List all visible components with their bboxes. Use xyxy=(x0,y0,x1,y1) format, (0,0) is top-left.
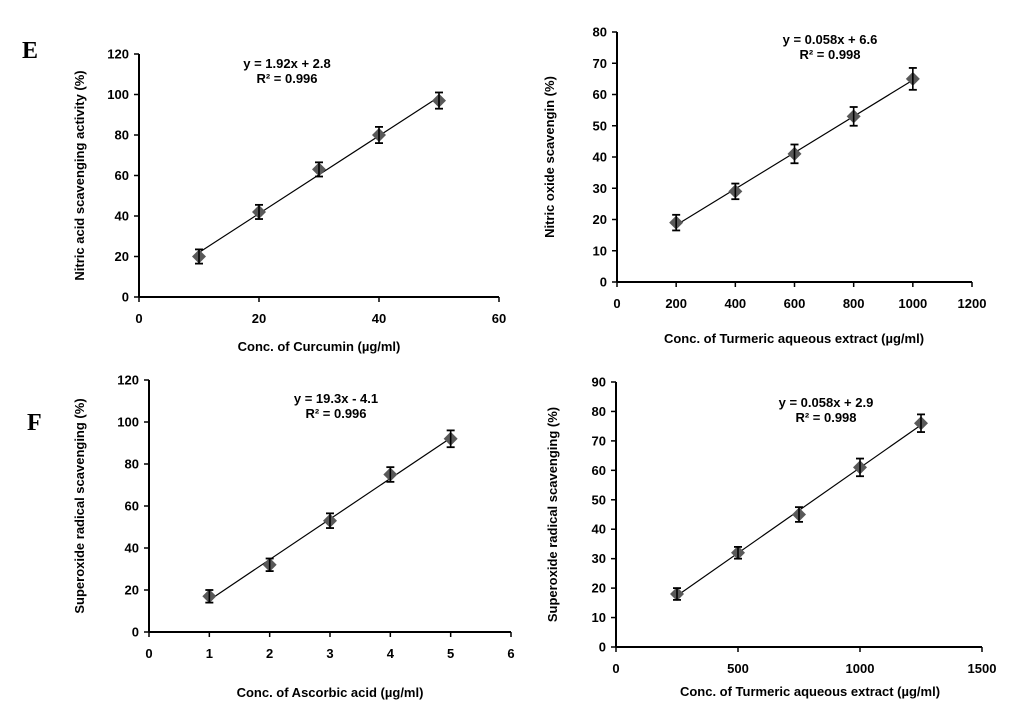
regression-equation: y = 0.058x + 6.6 xyxy=(783,32,878,47)
r-squared: R² = 0.996 xyxy=(256,71,317,86)
y-tick-label: 80 xyxy=(125,457,139,472)
y-tick-label: 80 xyxy=(592,404,606,419)
y-tick-label: 40 xyxy=(125,541,139,556)
y-tick-label: 100 xyxy=(107,87,129,102)
x-axis-label: Conc. of Curcumin (µg/ml) xyxy=(238,339,401,354)
x-tick-label: 0 xyxy=(613,296,620,311)
y-tick-label: 60 xyxy=(593,87,607,102)
x-tick-label: 20 xyxy=(252,311,266,326)
x-tick-label: 6 xyxy=(507,646,514,661)
y-tick-label: 60 xyxy=(592,463,606,478)
y-tick-label: 0 xyxy=(122,290,129,305)
y-tick-label: 10 xyxy=(592,610,606,625)
x-tick-label: 500 xyxy=(727,661,749,676)
y-tick-label: 20 xyxy=(125,583,139,598)
x-axis-label: Conc. of Ascorbic acid (µg/ml) xyxy=(237,685,424,700)
x-tick-label: 1 xyxy=(206,646,213,661)
r-squared: R² = 0.998 xyxy=(799,47,860,62)
y-tick-label: 60 xyxy=(115,168,129,183)
y-tick-label: 0 xyxy=(599,640,606,655)
r-squared: R² = 0.996 xyxy=(305,406,366,421)
y-tick-label: 0 xyxy=(132,625,139,640)
y-tick-label: 40 xyxy=(592,522,606,537)
y-tick-label: 0 xyxy=(600,275,607,290)
y-tick-label: 50 xyxy=(593,118,607,133)
x-tick-label: 200 xyxy=(665,296,687,311)
regression-equation: y = 19.3x - 4.1 xyxy=(294,391,378,406)
x-tick-label: 5 xyxy=(447,646,454,661)
y-tick-label: 120 xyxy=(117,373,139,388)
y-tick-label: 40 xyxy=(115,209,129,224)
y-tick-label: 100 xyxy=(117,415,139,430)
y-tick-label: 40 xyxy=(593,150,607,165)
regression-equation: y = 0.058x + 2.9 xyxy=(779,395,874,410)
y-axis-label: Nitric oxide scavengin (%) xyxy=(542,76,557,238)
y-tick-label: 50 xyxy=(592,492,606,507)
y-tick-label: 80 xyxy=(593,25,607,40)
x-tick-label: 1500 xyxy=(968,661,997,676)
y-tick-label: 30 xyxy=(592,551,606,566)
y-tick-label: 10 xyxy=(593,243,607,258)
x-axis-label: Conc. of Turmeric aqueous extract (µg/ml… xyxy=(664,331,924,346)
x-tick-label: 2 xyxy=(266,646,273,661)
r-squared: R² = 0.998 xyxy=(795,410,856,425)
y-tick-label: 20 xyxy=(592,581,606,596)
x-tick-label: 400 xyxy=(724,296,746,311)
y-tick-label: 120 xyxy=(107,47,129,62)
panel-label-f: F xyxy=(27,410,42,436)
x-tick-label: 0 xyxy=(135,311,142,326)
x-tick-label: 60 xyxy=(492,311,506,326)
y-axis-label: Nitric acid scavenging activity (%) xyxy=(72,70,87,280)
y-tick-label: 20 xyxy=(115,249,129,264)
x-tick-label: 3 xyxy=(326,646,333,661)
y-tick-label: 70 xyxy=(592,433,606,448)
x-tick-label: 40 xyxy=(372,311,386,326)
x-tick-label: 0 xyxy=(612,661,619,676)
x-axis-label: Conc. of Turmeric aqueous extract (µg/ml… xyxy=(680,684,940,699)
y-tick-label: 70 xyxy=(593,56,607,71)
panel-label-e: E xyxy=(22,38,39,64)
x-tick-label: 4 xyxy=(387,646,395,661)
x-tick-label: 1000 xyxy=(898,296,927,311)
y-axis-label: Superoxide radical scavenging (%) xyxy=(72,398,87,613)
x-tick-label: 600 xyxy=(784,296,806,311)
y-tick-label: 20 xyxy=(593,212,607,227)
y-tick-label: 30 xyxy=(593,181,607,196)
x-tick-label: 800 xyxy=(843,296,865,311)
x-tick-label: 1000 xyxy=(846,661,875,676)
x-tick-label: 1200 xyxy=(958,296,987,311)
y-axis-label: Superoxide radical scavenging (%) xyxy=(545,407,560,622)
y-tick-label: 80 xyxy=(115,128,129,143)
y-tick-label: 60 xyxy=(125,499,139,514)
x-tick-label: 0 xyxy=(145,646,152,661)
regression-equation: y = 1.92x + 2.8 xyxy=(243,56,330,71)
y-tick-label: 90 xyxy=(592,375,606,390)
